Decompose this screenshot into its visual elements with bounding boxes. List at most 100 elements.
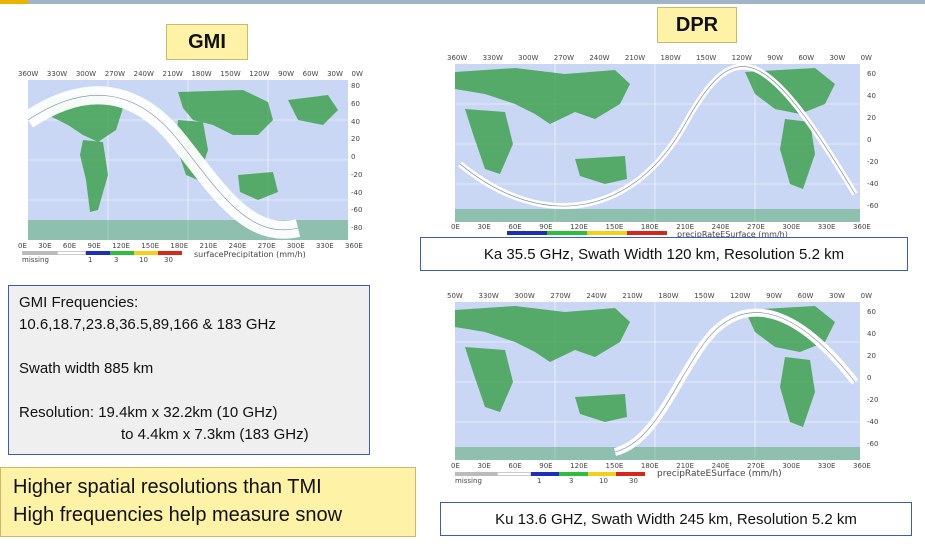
colorbar-red bbox=[157, 251, 182, 255]
ka-lat-label: 40 bbox=[867, 92, 876, 100]
ka-lon-bottom-label: 240E bbox=[711, 223, 730, 231]
gmi-lon-label: 60W bbox=[302, 70, 319, 78]
gmi-lon-label: 0W bbox=[351, 70, 363, 78]
gmi-lat-label: -80 bbox=[351, 224, 363, 232]
dpr-ku-colorbar-label: 10 bbox=[599, 477, 608, 485]
dpr-ka-lon-bottom: 0E 30E 60E 90E 120E 150E 180E 210E 240E … bbox=[451, 223, 871, 231]
colorbar-red bbox=[616, 472, 645, 476]
ku-lon-label: 210W bbox=[622, 292, 643, 300]
dpr-ku-colorbar bbox=[455, 472, 645, 476]
summary-line: Higher spatial resolutions than TMI bbox=[13, 476, 322, 498]
summary-line: High frequencies help measure snow bbox=[13, 504, 343, 526]
colorbar-green bbox=[109, 251, 134, 255]
gmi-info-line: to 4.4km x 7.3km (183 GHz) bbox=[121, 426, 309, 443]
gmi-lon-label: 360W bbox=[18, 70, 39, 78]
ku-lon-label: 300W bbox=[514, 292, 535, 300]
ku-lon-bottom-label: 210E bbox=[676, 462, 695, 470]
dpr-title: DPR bbox=[657, 7, 737, 43]
ku-lat-label: -60 bbox=[867, 440, 879, 448]
ku-lon-bottom-label: 60E bbox=[508, 462, 522, 470]
gmi-lat-label: 80 bbox=[351, 82, 360, 90]
gmi-lon-bottom-label: 360E bbox=[345, 242, 363, 250]
ka-lon-label: 270W bbox=[553, 54, 575, 62]
ku-lat-label: 60 bbox=[867, 308, 876, 316]
ka-lat-label: 60 bbox=[867, 70, 876, 78]
ka-lon-label: 330W bbox=[482, 54, 503, 62]
ku-lat-label: 20 bbox=[867, 352, 876, 360]
dpr-ka-map bbox=[455, 64, 860, 222]
ku-lon-label: 60W bbox=[797, 292, 814, 300]
ku-lat-label: -20 bbox=[867, 396, 879, 404]
dpr-ku-colorbar-missing: missing bbox=[455, 477, 482, 485]
ka-lat-label: -60 bbox=[867, 202, 879, 210]
gmi-lat-axis: 80 60 40 20 0 -20 -40 -60 -80 bbox=[351, 82, 362, 232]
gmi-colorbar-label: 3 bbox=[114, 256, 119, 264]
ka-lon-bottom-label: 90E bbox=[539, 223, 553, 231]
dpr-ka-caption: Ka 35.5 GHz, Swath Width 120 km, Resolut… bbox=[420, 237, 908, 271]
ka-lon-label: 300W bbox=[518, 54, 539, 62]
ka-lon-bottom-label: 150E bbox=[605, 223, 624, 231]
ka-lat-label: -40 bbox=[867, 180, 879, 188]
dpr-ku-lat-axis: 60 40 20 0 -20 -40 -60 bbox=[867, 308, 878, 448]
ka-lon-label: 360W bbox=[447, 54, 468, 62]
ku-lon-bottom-label: 240E bbox=[711, 462, 730, 470]
ku-lon-bottom-label: 270E bbox=[746, 462, 765, 470]
gmi-colorbar bbox=[22, 251, 182, 255]
gmi-lat-label: -20 bbox=[351, 170, 363, 179]
gmi-lon-top: 360W 330W 300W 270W 240W 210W 180W 150W … bbox=[18, 70, 363, 78]
gmi-lon-bottom: 0E 30E 60E 90E 120E 150E 180E 210E 240E … bbox=[18, 242, 363, 250]
gmi-info-line: Resolution: 19.4km x 32.2km (10 GHz) bbox=[19, 404, 278, 421]
gmi-lon-bottom-label: 300E bbox=[286, 242, 305, 250]
gmi-title: GMI bbox=[166, 24, 248, 60]
colorbar-white bbox=[496, 472, 531, 476]
dpr-ka-colorbar bbox=[507, 231, 667, 235]
gmi-lon-label: 90W bbox=[278, 70, 294, 78]
ka-lat-label: -20 bbox=[867, 158, 879, 166]
gmi-lat-label: 0 bbox=[351, 153, 356, 161]
dpr-ku-colorbar-label: 3 bbox=[569, 477, 574, 485]
colorbar-missing bbox=[22, 251, 58, 255]
ku-lon-label: 0W bbox=[860, 292, 872, 300]
gmi-lat-label: -60 bbox=[351, 206, 363, 215]
gmi-lat-label: -40 bbox=[351, 188, 363, 197]
gmi-lon-bottom-label: 30E bbox=[38, 242, 52, 250]
ku-lon-label: 270W bbox=[550, 292, 571, 300]
ka-lon-bottom-label: 180E bbox=[640, 223, 659, 231]
ka-lon-label: 240W bbox=[589, 54, 610, 62]
colorbar-blue bbox=[507, 231, 547, 235]
gmi-lon-bottom-label: 120E bbox=[112, 242, 130, 250]
ka-lon-label: 150W bbox=[696, 54, 717, 62]
dpr-ka-map-graphic bbox=[455, 64, 860, 222]
ka-lon-bottom-label: 120E bbox=[570, 223, 588, 231]
ku-lon-bottom-label: 360E bbox=[853, 462, 871, 470]
gmi-colorbar-missing: missing bbox=[22, 256, 49, 264]
dpr-ku-map-panel: 50W 330W 300W 270W 240W 210W 180W 150W 1… bbox=[447, 292, 887, 492]
ka-lon-bottom-label: 210E bbox=[676, 223, 695, 231]
dpr-ku-lon-top: 50W 330W 300W 270W 240W 210W 180W 150W 1… bbox=[447, 292, 872, 300]
gmi-colorbar-label: 1 bbox=[88, 256, 93, 264]
gmi-info-line: 10.6,18.7,23.8,36.5,89,166 & 183 GHz bbox=[19, 316, 276, 333]
ka-lon-label: 90W bbox=[767, 54, 784, 62]
ka-lon-label: 180W bbox=[660, 54, 681, 62]
gmi-lon-label: 330W bbox=[46, 70, 68, 78]
gmi-lon-label: 120W bbox=[249, 70, 270, 78]
ka-lon-label: 60W bbox=[798, 54, 815, 62]
gmi-lon-bottom-label: 180E bbox=[170, 242, 189, 250]
ka-lon-label: 30W bbox=[829, 54, 846, 62]
gmi-map bbox=[28, 80, 348, 240]
ku-lon-bottom-label: 120E bbox=[570, 462, 588, 470]
ku-lon-bottom-label: 180E bbox=[640, 462, 659, 470]
ku-lon-bottom-label: 330E bbox=[817, 462, 836, 470]
ka-lon-bottom-label: 270E bbox=[746, 223, 765, 231]
ku-lat-label: -40 bbox=[867, 418, 879, 426]
dpr-ka-lat-axis: 60 40 20 0 -20 -40 -60 bbox=[867, 70, 878, 210]
gmi-lon-bottom-label: 210E bbox=[199, 242, 218, 250]
gmi-lon-bottom-label: 270E bbox=[257, 242, 276, 250]
gmi-lat-label: 20 bbox=[351, 135, 360, 144]
dpr-ku-map-graphic bbox=[455, 302, 860, 460]
dpr-ku-colorbar-label: 1 bbox=[537, 477, 542, 485]
ka-lat-label: 20 bbox=[867, 114, 876, 122]
gmi-lon-bottom-label: 60E bbox=[62, 242, 77, 250]
ka-lon-bottom-label: 0E bbox=[451, 223, 460, 231]
colorbar-yellow bbox=[133, 251, 158, 255]
